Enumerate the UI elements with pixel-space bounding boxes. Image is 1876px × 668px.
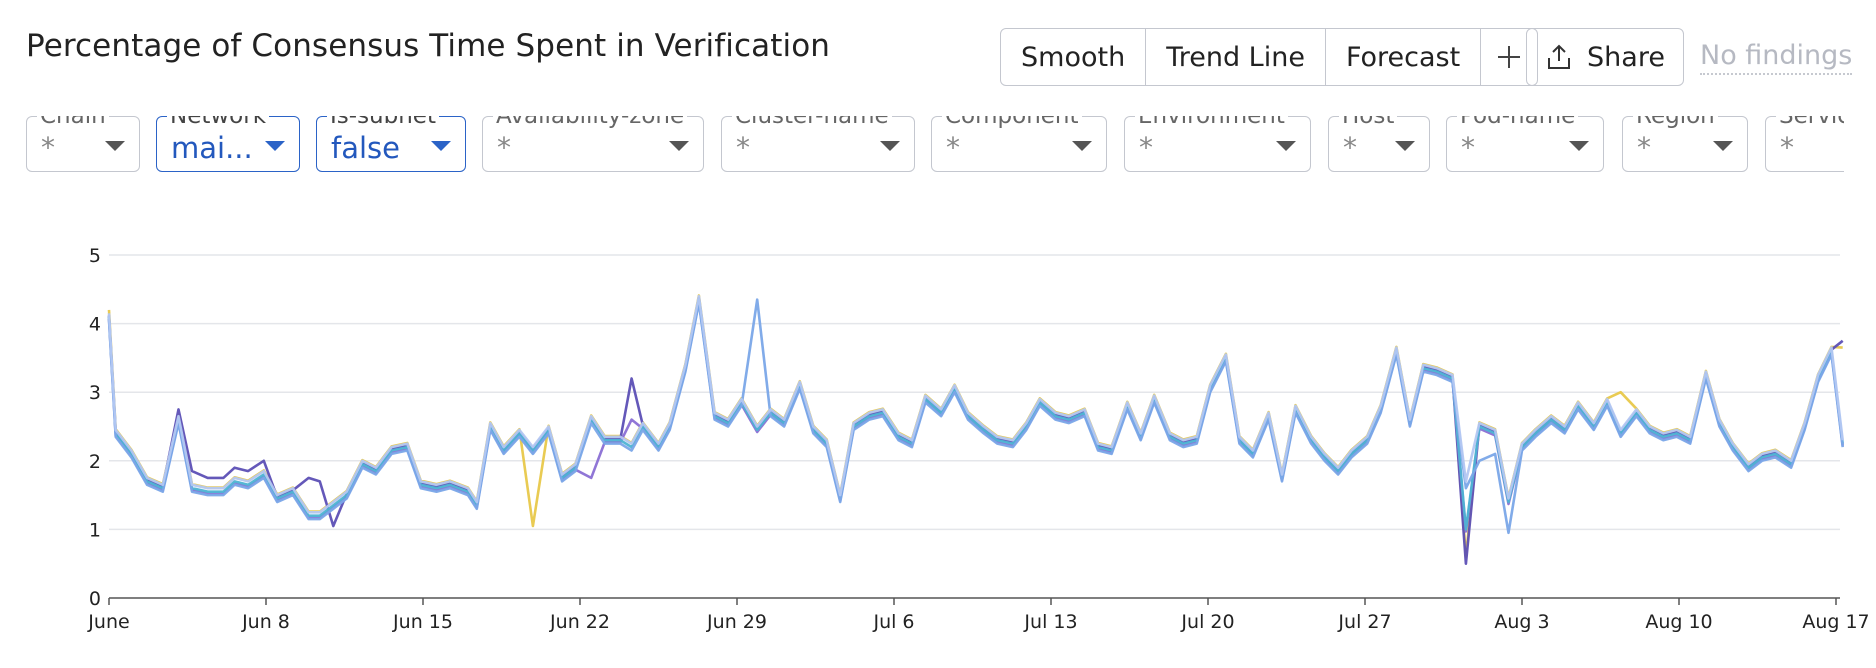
filter-cluster-name[interactable]: Cluster-name * [721, 116, 915, 172]
x-tick-label: Aug 10 [1645, 611, 1712, 633]
filter-label: Environment [1135, 116, 1288, 129]
chevron-down-icon [265, 141, 285, 151]
x-tick-label: Jun 8 [241, 611, 290, 633]
filter-label: Region [1633, 116, 1718, 129]
filter-bar: Chain * Network mai... Is-subnet false A… [0, 116, 1844, 176]
filter-network[interactable]: Network mai... [156, 116, 300, 172]
filter-host[interactable]: Host * [1328, 116, 1430, 172]
y-tick-label: 0 [89, 588, 101, 610]
chevron-down-icon [1569, 141, 1589, 151]
filter-value: * [946, 131, 960, 164]
filter-value: mai... [171, 131, 253, 165]
filter-label: Network [167, 116, 270, 129]
x-tick-label: June [87, 611, 129, 633]
filter-value: * [1637, 131, 1651, 164]
chevron-down-icon [1713, 141, 1733, 151]
filter-value: * [41, 131, 55, 164]
y-tick-label: 1 [89, 519, 101, 541]
filter-label: Host [1339, 116, 1398, 129]
filter-component[interactable]: Component * [931, 116, 1107, 172]
filter-label: Servic [1776, 116, 1844, 129]
filter-label: Chain [37, 116, 109, 129]
filter-value: * [1139, 131, 1153, 164]
trend-line-button[interactable]: Trend Line [1146, 29, 1326, 85]
chart-title: Percentage of Consensus Time Spent in Ve… [26, 28, 831, 64]
filter-environment[interactable]: Environment * [1124, 116, 1311, 172]
series-line-6 [107, 294, 1844, 514]
filter-label: Cluster-name [732, 116, 892, 129]
x-tick-label: Aug 3 [1494, 611, 1549, 633]
chevron-down-icon [880, 141, 900, 151]
chevron-down-icon [431, 141, 451, 151]
x-tick-label: Jun 22 [549, 611, 610, 633]
chevron-down-icon [1072, 141, 1092, 151]
filter-pod-name[interactable]: Pod-name * [1446, 116, 1604, 172]
chart-options-toolbar: Smooth Trend Line Forecast [1000, 28, 1539, 86]
share-button[interactable]: Share [1526, 28, 1684, 86]
y-tick-label: 3 [89, 382, 101, 404]
filter-value: * [736, 131, 750, 164]
y-tick-label: 4 [89, 314, 101, 336]
y-tick-label: 2 [89, 451, 101, 473]
filter-service[interactable]: Servic * [1765, 116, 1844, 172]
filter-label: Component [942, 116, 1082, 129]
share-icon [1548, 44, 1571, 69]
chevron-down-icon [1276, 141, 1296, 151]
filter-value: * [1780, 131, 1794, 164]
share-label: Share [1587, 41, 1665, 73]
x-tick-label: Jun 29 [706, 611, 767, 633]
chevron-down-icon [1395, 141, 1415, 151]
plus-icon [1498, 46, 1521, 68]
filter-label: Is-subnet [327, 116, 439, 129]
filter-value: * [1343, 131, 1357, 164]
chevron-down-icon [669, 141, 689, 151]
x-tick-label: Jul 27 [1337, 611, 1391, 633]
y-tick-label: 5 [89, 245, 101, 267]
x-tick-label: Aug 17 [1802, 611, 1869, 633]
findings-link[interactable]: No findings [1700, 40, 1853, 75]
filter-chain[interactable]: Chain * [26, 116, 140, 172]
add-option-button[interactable] [1481, 29, 1537, 85]
filter-label: Availability-zone [493, 116, 688, 129]
filter-region[interactable]: Region * [1622, 116, 1748, 172]
x-tick-label: Jun 15 [392, 611, 453, 633]
forecast-button[interactable]: Forecast [1326, 29, 1482, 85]
filter-is-subnet[interactable]: Is-subnet false [316, 116, 466, 172]
chevron-down-icon [105, 141, 125, 151]
smooth-button[interactable]: Smooth [1001, 29, 1147, 85]
series-line-4 [107, 298, 1844, 531]
filter-value: * [497, 131, 511, 164]
filter-value: * [1461, 131, 1475, 164]
x-tick-label: Jul 13 [1023, 611, 1077, 633]
filter-availability-zone[interactable]: Availability-zone * [482, 116, 704, 172]
filter-value: false [331, 131, 400, 165]
x-tick-label: Jul 6 [872, 611, 914, 633]
x-tick-label: Jul 20 [1180, 611, 1234, 633]
series-line-5 [107, 298, 1844, 535]
series-line-2 [107, 296, 1844, 566]
filter-label: Pod-name [1457, 116, 1579, 129]
